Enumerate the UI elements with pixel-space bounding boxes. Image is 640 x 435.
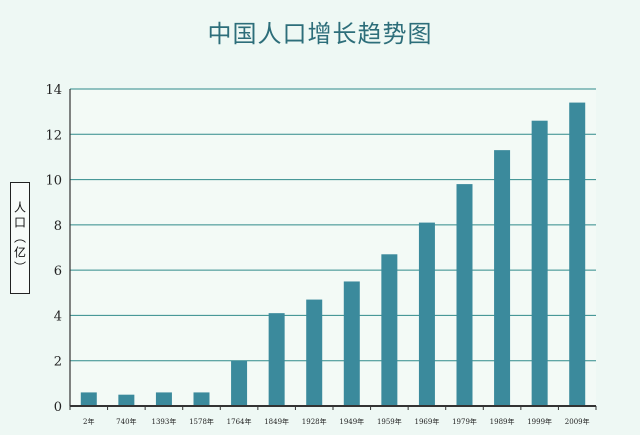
y-tick-label: 10 (45, 174, 62, 189)
y-axis-label-box: 人口（亿） (10, 182, 30, 294)
y-axis-label: 人口（亿） (12, 200, 27, 276)
x-tick-label: 1979年 (452, 417, 477, 426)
bar (118, 394, 135, 406)
y-tick-label: 14 (45, 83, 62, 98)
x-tick-label: 1989年 (490, 417, 515, 426)
x-tick-label: 1764年 (227, 417, 252, 426)
plot-area (70, 89, 596, 406)
bar (456, 184, 473, 406)
chart-title: 中国人口增长趋势图 (207, 20, 433, 48)
bar (494, 150, 511, 406)
bar (531, 120, 548, 406)
x-tick-label: 1393年 (152, 417, 177, 426)
x-tick-label: 1928年 (302, 417, 327, 426)
y-tick-label: 6 (54, 264, 62, 279)
x-tick-label: 1999年 (527, 417, 552, 426)
x-tick-label: 2009年 (565, 417, 590, 426)
y-tick-label: 2 (54, 355, 62, 370)
bar (268, 313, 285, 406)
bar (343, 281, 360, 406)
y-tick-label: 4 (54, 309, 62, 324)
bar (155, 392, 172, 406)
bar (418, 222, 435, 406)
bar (381, 254, 398, 406)
bar (80, 392, 97, 406)
x-tick-label: 1849年 (264, 417, 289, 426)
bar (306, 299, 323, 406)
bar (569, 102, 586, 406)
x-tick-label: 1578年 (189, 417, 214, 426)
x-tick-label: 1949年 (339, 417, 364, 426)
x-tick-label: 1969年 (415, 417, 440, 426)
x-tick-label: 2年 (83, 417, 94, 426)
y-tick-label: 12 (45, 128, 62, 143)
x-tick-label: 1959年 (377, 417, 402, 426)
bar (231, 360, 248, 406)
bar (193, 392, 210, 406)
y-tick-label: 0 (54, 400, 62, 415)
y-tick-label: 8 (54, 219, 62, 234)
x-tick-label: 740年 (116, 417, 136, 426)
